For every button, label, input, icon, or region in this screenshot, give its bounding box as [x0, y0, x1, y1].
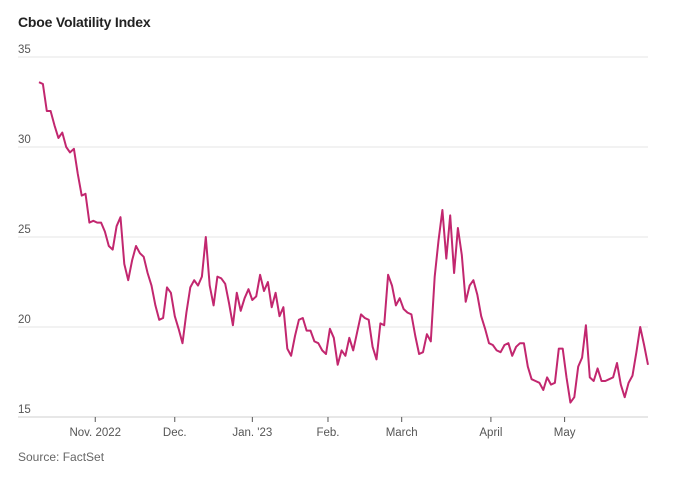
x-tick-label: Feb.: [316, 427, 339, 439]
y-tick-label: 25: [18, 224, 31, 236]
x-tick-label: May: [554, 427, 576, 439]
y-tick-label: 15: [18, 404, 31, 416]
y-tick-label: 30: [18, 134, 31, 146]
x-tick-label: March: [386, 427, 418, 439]
series-line-vix: [38, 81, 649, 404]
x-tick-label: Nov. 2022: [69, 427, 121, 439]
y-tick-label: 20: [18, 314, 31, 326]
x-tick-label: April: [479, 427, 502, 439]
y-tick-label: 35: [18, 44, 31, 56]
x-tick-label: Dec.: [163, 427, 187, 439]
source-note: Source: FactSet: [18, 450, 105, 464]
chart-title: Cboe Volatility Index: [18, 14, 151, 30]
x-tick-label: Jan. '23: [232, 427, 272, 439]
